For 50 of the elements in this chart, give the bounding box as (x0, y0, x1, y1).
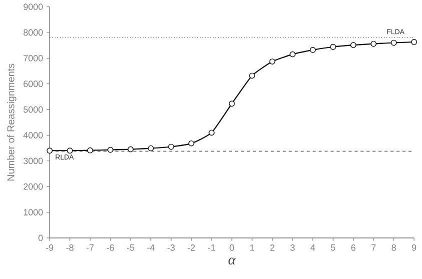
y-tick-label: 1000 (24, 209, 43, 216)
point (87, 147, 94, 154)
point (390, 40, 397, 46)
y-tick-label: 6000 (24, 80, 43, 88)
y-axis-title: Number of Reassignments (7, 64, 16, 181)
y-tick-label: 7000 (24, 54, 43, 62)
point (330, 44, 336, 50)
x-tick-label: 9 (412, 244, 416, 251)
point (107, 146, 114, 153)
point (46, 148, 53, 154)
point (66, 148, 73, 154)
point (188, 140, 194, 146)
x-tick-label: -6 (106, 244, 114, 251)
x-axis-title: α (228, 258, 236, 265)
x-tick-label: 2 (270, 244, 274, 251)
point (350, 42, 356, 48)
x-tick-label: -9 (46, 244, 54, 251)
x-tick-label: -1 (208, 244, 216, 251)
y-tick-label: 8000 (24, 29, 43, 36)
y-tick-label: 5000 (24, 106, 43, 113)
point (168, 144, 174, 150)
x-tick-label: 1 (250, 244, 254, 251)
x-tick-label: 0 (230, 244, 234, 251)
point (128, 146, 134, 152)
point (310, 47, 316, 53)
point (208, 130, 215, 136)
point (269, 58, 276, 64)
y-tick-label: 2000 (24, 183, 43, 190)
point (370, 40, 377, 47)
x-tick-label: 7 (372, 244, 376, 251)
y-tick-label: 9000 (24, 4, 43, 10)
point (148, 145, 154, 152)
x-tick-label: 3 (290, 244, 295, 251)
x-tick-label: -3 (168, 244, 175, 251)
x-tick-label: 8 (392, 244, 396, 251)
x-tick-label: -7 (86, 244, 94, 251)
x-tick-label: -8 (66, 244, 74, 251)
x-tick-label: 4 (310, 244, 316, 251)
y-tick-label: 3000 (24, 158, 43, 164)
y-tick-label: 0 (38, 234, 43, 242)
point (228, 100, 235, 107)
point (411, 39, 417, 45)
x-tick-label: 6 (351, 244, 356, 251)
x-tick-label: -2 (188, 244, 195, 251)
point (249, 72, 256, 79)
x-tick-label: -5 (127, 244, 134, 251)
x-tick-label: -4 (147, 244, 155, 251)
x-tick-label: 5 (330, 244, 336, 251)
y-tick-label: 4000 (23, 132, 43, 138)
point (290, 51, 296, 58)
